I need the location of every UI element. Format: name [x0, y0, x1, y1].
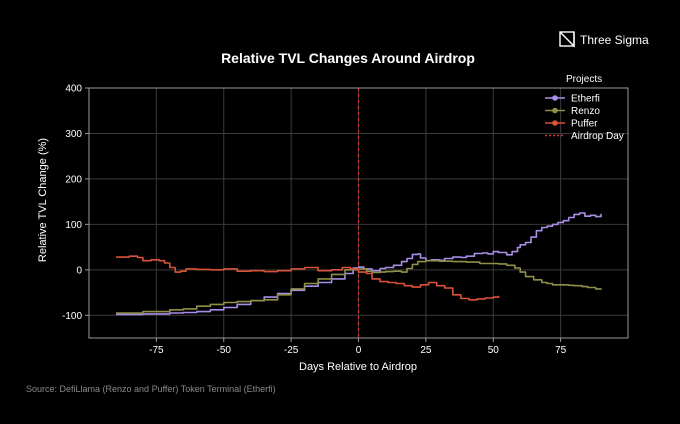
- y-tick-label: -100: [62, 311, 82, 322]
- y-tick-label: 200: [65, 174, 82, 185]
- legend-marker: [552, 107, 558, 114]
- chart-title: Relative TVL Changes Around Airdrop: [221, 50, 475, 66]
- series-lines: [116, 212, 602, 316]
- x-axis-ticks: -75 -50 -25 0 25 50 75: [149, 338, 567, 356]
- legend-label: Etherfi: [571, 94, 600, 105]
- y-tick-label: 100: [65, 220, 82, 231]
- y-tick-label: 300: [65, 129, 82, 140]
- x-tick-label: 50: [488, 345, 500, 356]
- legend-label: Puffer: [571, 119, 598, 130]
- y-tick-label: 400: [65, 84, 82, 95]
- x-axis-label: Days Relative to Airdrop: [299, 361, 417, 373]
- legend-title: Projects: [566, 74, 602, 85]
- x-tick-label: 25: [420, 345, 432, 356]
- plot-frame: [88, 87, 629, 339]
- x-tick-label: -75: [149, 345, 164, 356]
- series-line-puffer: [116, 255, 500, 301]
- legend-marker: [552, 120, 558, 126]
- x-tick-label: 0: [356, 345, 362, 356]
- brand-name: Three Sigma: [580, 33, 649, 47]
- legend-marker: [552, 95, 558, 101]
- source-note: Source: DefiLlama (Renzo and Puffer) Tok…: [26, 384, 276, 394]
- y-axis-ticks: -100 0 100 200 300 400: [62, 84, 89, 322]
- x-tick-label: -25: [284, 345, 299, 356]
- x-tick-label: -50: [217, 345, 232, 356]
- y-tick-label: 0: [76, 265, 82, 276]
- y-axis-label: Relative TVL Change (%): [37, 138, 49, 262]
- x-tick-label: 75: [555, 345, 567, 356]
- series-line-renzo: [116, 259, 602, 314]
- brand: Three Sigma: [559, 31, 649, 48]
- legend-label: Airdrop Day: [571, 131, 624, 142]
- legend-label: Renzo: [571, 106, 600, 117]
- three-sigma-logo-icon: [559, 31, 575, 48]
